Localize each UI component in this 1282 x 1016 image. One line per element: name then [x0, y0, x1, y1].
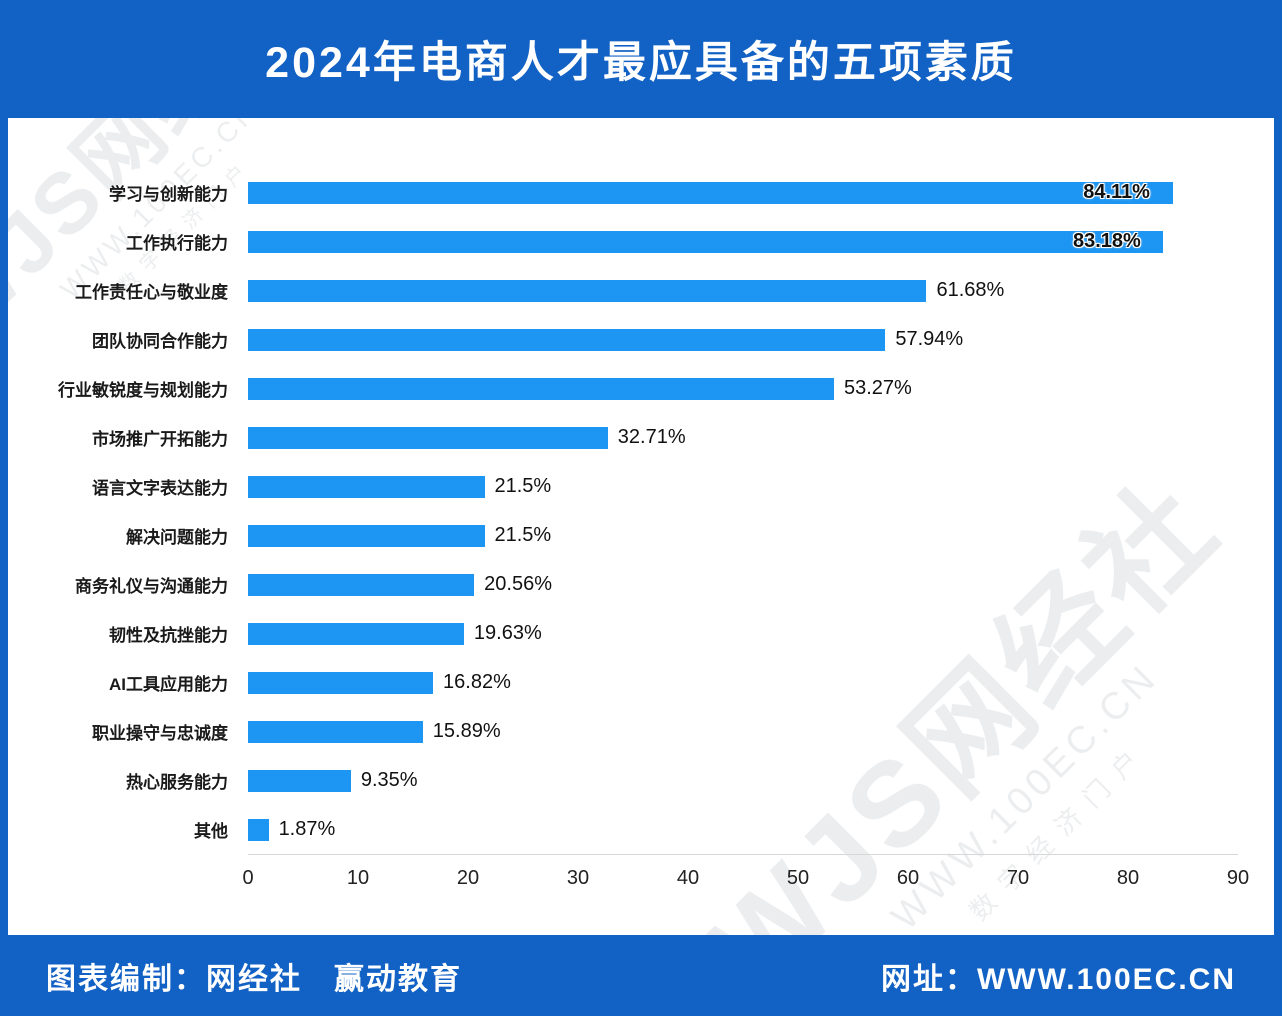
bar-track: 61.68% [248, 279, 1238, 302]
bar [248, 475, 485, 498]
footer-band: 图表编制：网经社 赢动教育 网址：WWW.100EC.CN [8, 935, 1274, 1016]
value-label: 53.27% [843, 377, 912, 399]
page-title: 2024年电商人才最应具备的五项素质 [265, 39, 1017, 87]
x-tick: 20 [456, 867, 480, 889]
category-label: 工作责任心与敬业度 [75, 283, 228, 302]
value-label: 57.94% [895, 328, 964, 350]
chart-row: 韧性及抗挫能力 19.63% [8, 609, 1274, 658]
footer-credit: 图表编制：网经社 赢动教育 [46, 962, 462, 996]
bar [248, 818, 269, 841]
value-label: 1.87% [278, 818, 336, 840]
chart-row: 市场推广开拓能力 32.71% [8, 413, 1274, 462]
x-tick: 40 [676, 867, 700, 889]
value-label: 16.82% [443, 671, 511, 693]
bar [248, 279, 927, 302]
x-tick: 60 [896, 867, 920, 889]
bar [248, 573, 475, 596]
category-label: 行业敏锐度与规划能力 [58, 381, 228, 400]
bar [248, 622, 464, 645]
x-tick: 80 [1116, 867, 1140, 889]
bar [248, 671, 434, 694]
bar-track: 15.89% [248, 720, 1238, 743]
category-label: 学习与创新能力 [109, 185, 228, 204]
bar-chart: 学习与创新能力 84.11% 工作执行能力 83.18% 工作责任心与敬业度 61.68%… [8, 168, 1274, 854]
category-label: 韧性及抗挫能力 [109, 626, 228, 645]
bar [248, 230, 1163, 253]
category-label: 热心服务能力 [126, 773, 228, 792]
x-axis: 0 10 20 30 40 50 60 70 80 90 [242, 854, 1249, 902]
chart-row: 学习与创新能力 84.11% [8, 168, 1274, 217]
x-tick: 10 [346, 867, 370, 889]
value-label: 21.5% [494, 475, 552, 497]
bar [248, 720, 423, 743]
chart-area: WJS网经社 WWW.100EC.CN 数字经济门户 WJS网经社 WWW.10… [8, 118, 1274, 935]
chart-row: 热心服务能力 9.35% [8, 756, 1274, 805]
bar-track: 83.18% [248, 230, 1238, 253]
x-tick: 50 [786, 867, 810, 889]
value-label: 15.89% [432, 720, 501, 742]
category-label: 其他 [194, 822, 228, 841]
footer-url: 网址：WWW.100EC.CN [880, 962, 1236, 996]
bar-track: 84.11% [248, 181, 1238, 204]
x-tick: 30 [566, 867, 590, 889]
bar-track: 19.63% [248, 622, 1238, 645]
bar-track: 21.5% [248, 524, 1238, 547]
category-label: AI工具应用能力 [109, 675, 228, 694]
bar-track: 57.94% [248, 328, 1238, 351]
category-label: 语言文字表达能力 [92, 479, 228, 498]
value-label: 21.5% [494, 524, 552, 546]
category-label: 职业操守与忠诚度 [92, 724, 228, 743]
bar-track: 20.56% [248, 573, 1238, 596]
x-axis-row: 0 10 20 30 40 50 60 70 80 90 [8, 854, 1274, 902]
bar-track: 32.71% [248, 426, 1238, 449]
chart-row: 职业操守与忠诚度 15.89% [8, 707, 1274, 756]
value-label: 61.68% [936, 279, 1005, 301]
category-label: 解决问题能力 [126, 528, 228, 547]
bar [248, 328, 886, 351]
bar-track: 21.5% [248, 475, 1238, 498]
value-label: 20.56% [484, 573, 552, 595]
category-label: 工作执行能力 [126, 234, 228, 253]
chart-row: 商务礼仪与沟通能力 20.56% [8, 560, 1274, 609]
chart-row: 工作责任心与敬业度 61.68% [8, 266, 1274, 315]
bar-track: 9.35% [248, 769, 1238, 792]
bar [248, 181, 1174, 204]
x-tick: 0 [242, 867, 254, 889]
chart-row: 行业敏锐度与规划能力 53.27% [8, 364, 1274, 413]
bar [248, 426, 608, 449]
bar-track: 53.27% [248, 377, 1238, 400]
value-label: 32.71% [617, 426, 686, 448]
bar-track: 1.87% [248, 818, 1238, 841]
header-band: 2024年电商人才最应具备的五项素质 [8, 0, 1274, 118]
chart-row: AI工具应用能力 16.82% [8, 658, 1274, 707]
value-label: 83.18% [1072, 230, 1141, 252]
chart-row: 解决问题能力 21.5% [8, 511, 1274, 560]
chart-row: 工作执行能力 83.18% [8, 217, 1274, 266]
chart-row: 团队协同合作能力 57.94% [8, 315, 1274, 364]
category-label: 市场推广开拓能力 [92, 430, 228, 449]
chart-row: 其他 1.87% [8, 805, 1274, 854]
category-label: 团队协同合作能力 [92, 332, 228, 351]
category-label: 商务礼仪与沟通能力 [75, 577, 228, 596]
bar [248, 769, 351, 792]
bar [248, 377, 834, 400]
value-label: 9.35% [360, 769, 418, 791]
value-label: 19.63% [473, 622, 542, 644]
chart-row: 语言文字表达能力 21.5% [8, 462, 1274, 511]
x-tick: 70 [1006, 867, 1030, 889]
x-tick: 90 [1226, 867, 1250, 889]
bar [248, 524, 485, 547]
value-label: 84.11% [1083, 181, 1150, 203]
bar-track: 16.82% [248, 671, 1238, 694]
